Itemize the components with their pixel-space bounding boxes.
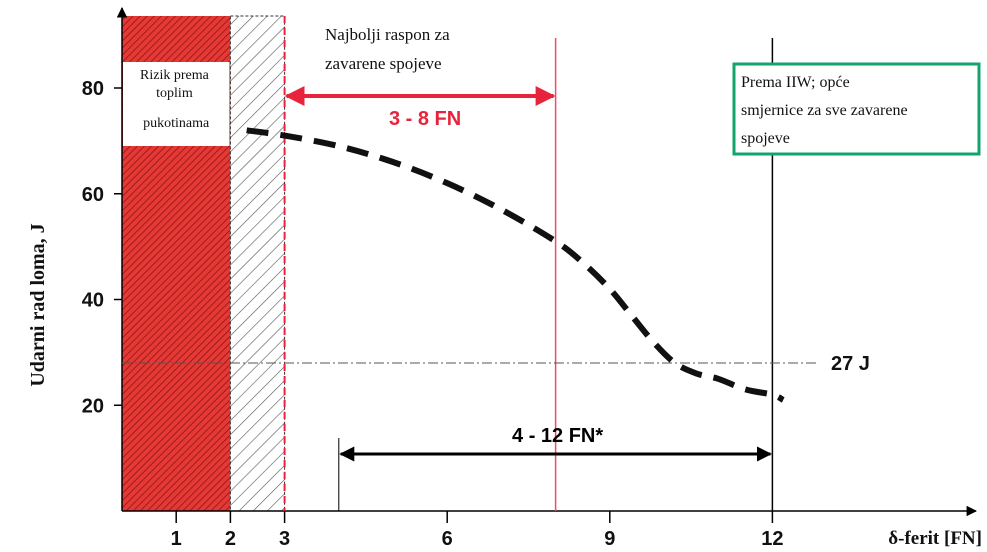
risk-label-box	[123, 62, 230, 146]
x-axis-label: δ-ferit [FN]	[888, 528, 982, 549]
iiw-line-3: spojeve	[741, 130, 790, 147]
risk-label-line-3: pukotinama	[143, 116, 210, 131]
risk-label-line-1: Rizik prema	[140, 68, 210, 83]
best-range-line-2: zavarene spojeve	[325, 54, 442, 73]
x-tick-label: 12	[761, 528, 783, 550]
range-label-3-8: 3 - 8 FN	[389, 108, 461, 130]
series-curve	[246, 127, 785, 403]
best-range-annotation: Najbolji raspon za zavarene spojeve	[325, 25, 454, 73]
iiw-line-2: smjernice za sve zavarene	[741, 102, 908, 119]
y-ticks: 20 40 60 80	[82, 78, 122, 417]
transition-hatch-region	[229, 15, 286, 512]
reference-line-label: 27 J	[831, 353, 870, 375]
risk-label-line-2: toplim	[156, 86, 193, 101]
x-tick-label: 3	[279, 528, 290, 550]
range-label-4-12: 4 - 12 FN*	[512, 425, 603, 447]
y-tick-label: 60	[82, 184, 104, 206]
y-tick-label: 40	[82, 290, 104, 312]
iiw-guideline-box	[732, 62, 981, 156]
best-range-line-1: Najbolji raspon za	[325, 25, 450, 44]
y-axis-label: Udarni rad loma, J	[27, 223, 49, 386]
iiw-guideline-text: Prema IIW; opće smjernice za sve zavaren…	[741, 74, 912, 147]
y-tick-label: 80	[82, 78, 104, 100]
x-tick-label: 6	[442, 528, 453, 550]
range-arrows: 3 - 8 FN 4 - 12 FN*	[284, 86, 772, 511]
x-tick-label: 9	[604, 528, 615, 550]
x-ticks: 1 2 3 6 9 12	[171, 511, 784, 550]
y-tick-label: 20	[82, 395, 104, 417]
iiw-line-1: Prema IIW; opće	[741, 74, 850, 91]
risk-label: Rizik prema toplim pukotinama	[140, 68, 212, 131]
x-tick-label: 2	[225, 528, 236, 550]
x-tick-label: 1	[171, 528, 182, 550]
